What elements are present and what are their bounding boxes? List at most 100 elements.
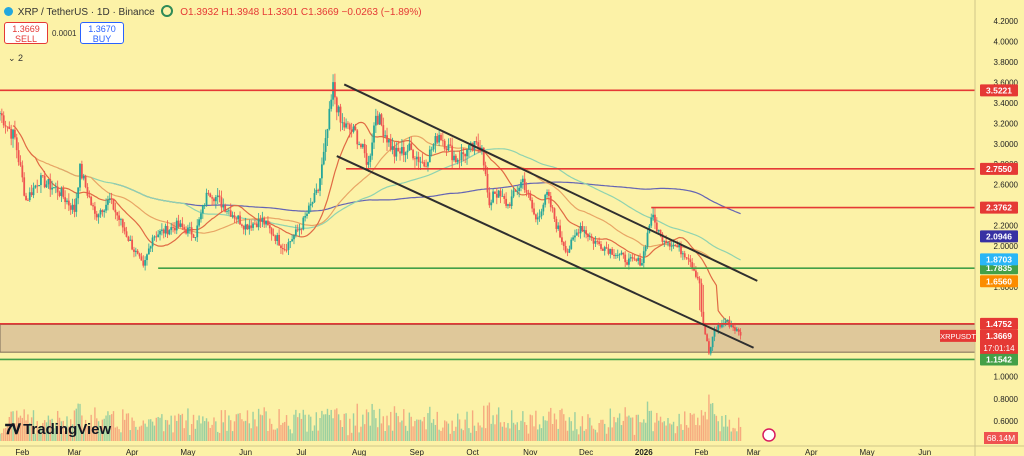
candle [294, 229, 297, 236]
volume-bar [570, 421, 572, 441]
volume-bar [151, 421, 154, 441]
volume-bar [66, 416, 68, 441]
candle [428, 149, 431, 163]
candle [250, 225, 253, 228]
volume-bar [516, 422, 518, 441]
volume-bar [360, 426, 362, 441]
volume-bar [388, 425, 390, 441]
candle [499, 190, 502, 197]
volume-bar [202, 416, 204, 441]
candle [387, 139, 390, 143]
volume-bar [10, 411, 12, 441]
volume-bar [391, 430, 394, 441]
candle [114, 209, 117, 213]
volume-bar [525, 424, 528, 441]
volume-bar [669, 423, 671, 441]
volume-bar [96, 418, 98, 441]
volume-bar [105, 415, 107, 441]
volume-bar [393, 406, 396, 441]
volume-bar [684, 411, 686, 441]
volume-bar [352, 413, 355, 441]
volume-bar [155, 417, 157, 441]
candle [12, 129, 14, 139]
volume-bar [274, 429, 277, 441]
volume-bar [537, 429, 539, 441]
channel-upper-line [343, 83, 758, 282]
volume-bar [607, 427, 610, 441]
x-tick-label: May [860, 448, 875, 456]
demand-zone [0, 323, 976, 353]
tradingview-logo[interactable]: 𝟕𝐕 TradingView [5, 421, 111, 438]
volume-bar [434, 424, 437, 441]
candle [373, 125, 375, 143]
sell-button[interactable]: 1.3669 SELL [4, 22, 48, 44]
candle [211, 197, 214, 199]
candle [734, 327, 736, 331]
candle [142, 260, 145, 266]
buy-button[interactable]: 1.3670 BUY [80, 22, 124, 44]
candle [739, 331, 742, 336]
candle [516, 191, 519, 192]
volume-bar [687, 427, 690, 441]
candle [395, 147, 398, 157]
candle [609, 249, 612, 254]
volume-bar [648, 410, 651, 441]
candle [527, 192, 530, 194]
volume-bar [665, 425, 667, 441]
candle [187, 227, 189, 234]
volume-bar [241, 419, 243, 441]
volume-bar [356, 403, 358, 441]
x-tick-label: Oct [466, 448, 479, 456]
volume-bar [657, 420, 660, 441]
candle [421, 161, 424, 163]
candle [700, 283, 703, 312]
candle [732, 325, 735, 328]
candle [129, 239, 132, 241]
candle [335, 97, 338, 113]
candle [254, 223, 256, 225]
ma-tag [980, 275, 1018, 288]
candle [440, 134, 442, 141]
volume-bar [617, 417, 619, 441]
volume-bar [561, 408, 563, 441]
candle [600, 244, 602, 249]
volume-bar [25, 420, 27, 441]
candle [240, 224, 243, 226]
candle [503, 195, 506, 199]
symbol-title[interactable]: XRP / TetherUS · 1D · Binance [17, 7, 155, 18]
candle [73, 204, 76, 212]
candle [263, 218, 266, 225]
candle [657, 229, 660, 232]
indicators-toggle[interactable]: ⌄ 2 [8, 53, 24, 63]
candle [320, 164, 323, 179]
candle [192, 234, 195, 238]
candle [246, 224, 249, 230]
candle [149, 246, 152, 249]
volume-bar [380, 423, 383, 441]
volume-bar [14, 423, 16, 441]
candle [655, 222, 658, 232]
volume-bar [367, 412, 370, 441]
y-tick-label: 0.8000 [994, 395, 1019, 404]
volume-bar [462, 430, 465, 441]
volume-bar [427, 413, 429, 441]
volume-bar [613, 416, 615, 441]
volume-bar [183, 428, 185, 441]
candle [268, 225, 271, 229]
volume-bar [110, 414, 113, 441]
candle [306, 213, 308, 217]
x-tick-label: Jun [239, 448, 252, 456]
candle [626, 262, 628, 265]
x-tick-label: Jun [918, 448, 931, 456]
candle [488, 192, 491, 206]
volume-bar [626, 416, 628, 441]
volume-bar [721, 415, 723, 441]
y-tick-label: 2.0000 [994, 242, 1019, 251]
volume-bar [544, 420, 546, 441]
candle [205, 192, 208, 206]
volume-bar [505, 427, 507, 441]
level-label: 3.5221 [986, 85, 1012, 95]
volume-bar [164, 419, 167, 441]
